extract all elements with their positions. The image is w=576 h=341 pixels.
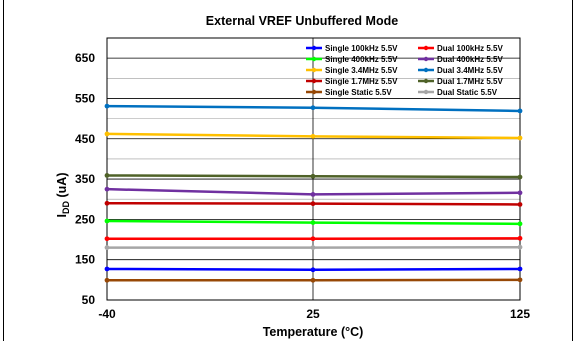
data-point-0-0 [104,266,110,272]
tick-labels: 50 150 250 350 450 550 650 -40 25 125 [75,51,530,321]
axes [106,37,521,301]
legend-label-4: Single 3.4MHz 5.5V [325,66,398,75]
y-axis-title: IDD (uA) [55,173,71,218]
data-point-9-1 [310,245,316,251]
data-point-1-2 [517,235,523,241]
plot-area-border [106,37,521,301]
x-tick-label: -40 [98,307,116,321]
data-point-9-2 [517,244,523,250]
y-tick-label: 550 [75,91,95,105]
legend-swatch-marker-9 [423,89,429,95]
data-point-3-0 [104,186,110,192]
y-axis-title-unit: (uA) [55,173,69,201]
data-point-3-1 [310,191,316,197]
legend-swatch-marker-0 [311,45,317,51]
x-tick-label: 125 [510,307,530,321]
legend-swatch-marker-5 [423,67,429,73]
data-point-4-2 [517,135,523,141]
legend-label-1: Dual 100kHz 5.5V [437,44,503,53]
legend-label-8: Single Static 5.5V [325,88,392,97]
data-point-8-1 [310,277,316,283]
data-point-6-2 [517,202,523,207]
legend-swatch-marker-3 [423,56,429,62]
frame-left-border [3,0,4,341]
y-tick-label: 650 [75,51,95,65]
legend: Single 100kHz 5.5V Dual 100kHz 5.5V Single… [306,44,503,97]
y-tick-label: 50 [82,293,96,307]
data-point-0-1 [310,267,316,273]
x-axis-title: Temperature (°C) [263,325,364,339]
data-point-6-1 [310,201,316,207]
legend-swatch-marker-8 [311,89,317,95]
data-point-6-0 [104,200,110,206]
legend-label-5: Dual 3.4MHz 5.5V [437,66,503,75]
data-point-2-0 [104,218,110,224]
data-point-5-2 [517,108,523,114]
y-axis-title-main: I [55,214,69,217]
y-axis-title-subscript: DD [61,200,71,213]
data-point-1-0 [104,236,110,242]
frame-right-border [572,0,573,341]
legend-swatch-marker-2 [311,56,317,62]
data-point-7-0 [104,173,110,178]
legend-label-0: Single 100kHz 5.5V [325,44,398,53]
legend-label-9: Dual Static 5.5V [437,88,498,97]
legend-swatch-marker-7 [423,78,429,84]
data-point-8-2 [517,277,523,283]
data-point-5-1 [310,105,316,111]
legend-label-6: Single 1.7MHz 5.5V [325,77,398,86]
data-point-7-1 [310,173,316,179]
data-point-0-2 [517,266,523,272]
y-tick-label: 250 [75,212,95,226]
y-tick-label: 350 [75,172,95,186]
legend-label-3: Dual 400kHz 5.5V [437,55,503,64]
legend-swatch-marker-4 [311,67,317,73]
series-lines [104,103,523,283]
legend-label-2: Single 400kHz 5.5V [325,55,398,64]
x-tick-label: 25 [306,307,320,321]
data-point-3-2 [517,190,523,196]
data-point-9-0 [104,245,110,251]
y-tick-label: 150 [75,253,95,267]
data-point-1-1 [310,236,316,242]
legend-swatch-marker-1 [423,45,429,51]
data-point-2-1 [310,220,316,226]
legend-swatch-marker-6 [311,78,317,84]
data-point-4-1 [310,133,316,139]
y-tick-label: 450 [75,132,95,146]
data-point-4-0 [104,131,110,137]
legend-label-7: Dual 1.7MHz 5.5V [437,77,503,86]
chart-title: External VREF Unbuffered Mode [206,14,398,28]
data-point-5-0 [104,103,110,109]
data-point-2-2 [517,221,523,227]
data-point-7-2 [517,174,523,180]
data-point-8-0 [104,277,110,283]
